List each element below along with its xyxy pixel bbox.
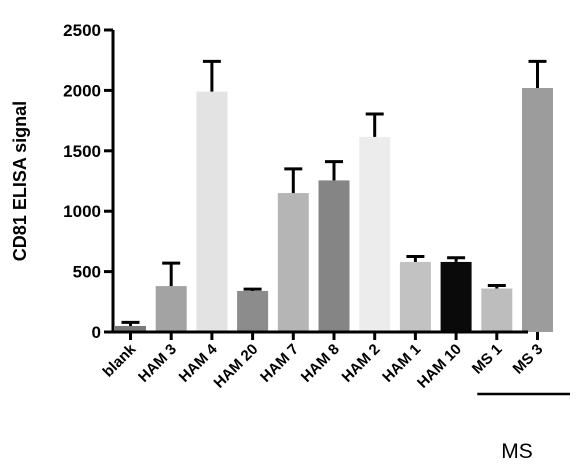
y-tick-label: 1500 (63, 142, 101, 161)
x-tick-label: HAM 7 (257, 341, 302, 386)
x-tick-label: blank (100, 340, 140, 380)
bars (115, 87, 553, 332)
bar-ham-2 (359, 136, 391, 332)
x-tick-label: HAM 3 (135, 341, 180, 386)
group-bracket: MS (477, 392, 570, 463)
bar-ms-1 (481, 288, 513, 332)
y-tick-label: 1000 (63, 202, 101, 221)
bar-ham-7 (277, 193, 309, 332)
x-tick-label: MS 3 (510, 341, 547, 378)
x-tick-label: HAM 20 (211, 341, 262, 392)
bar-ham-4 (196, 91, 228, 332)
x-tick-label: HAM 2 (339, 341, 384, 386)
y-tick-label: 0 (92, 323, 101, 342)
error-bars (121, 59, 547, 326)
bar-ham-1 (399, 261, 431, 332)
x-tick-label: MS 1 (469, 341, 506, 378)
x-tick-label: HAM 10 (414, 341, 465, 392)
y-tick-label: 2000 (63, 81, 101, 100)
y-tick-label: 2500 (63, 21, 101, 40)
bar-ham-10 (440, 261, 472, 332)
x-tick-label: HAM 8 (298, 341, 343, 386)
bar-ms-3 (522, 87, 553, 332)
bar-ham-8 (318, 180, 350, 332)
bar-blank (115, 325, 146, 332)
y-axis-title: CD81 ELISA signal (10, 101, 30, 261)
y-tick-label: 500 (73, 263, 101, 282)
bar-ham-20 (237, 290, 269, 332)
bar-ham-3 (155, 286, 187, 332)
group-label-ms: MS (501, 440, 533, 463)
y-axis: 0 500 1000 1500 2000 2500 (63, 21, 115, 342)
